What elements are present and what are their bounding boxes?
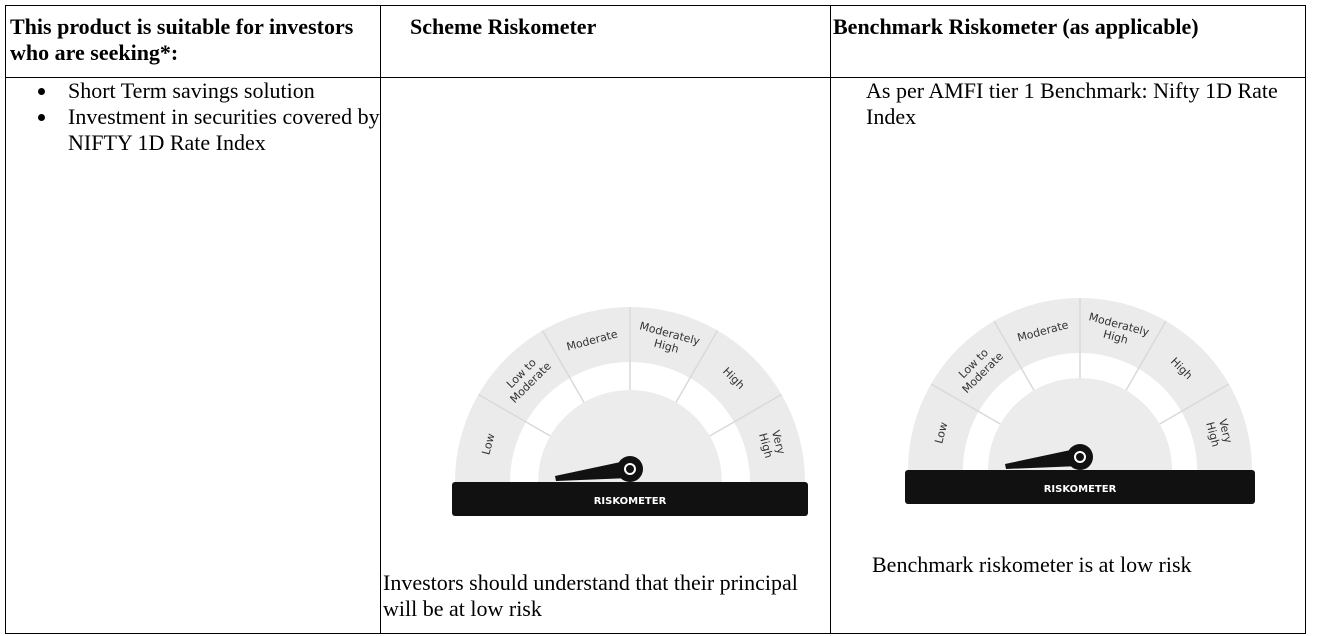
needle-hub-ring [624, 463, 636, 475]
divider [1125, 320, 1167, 391]
segment-label-line: Low [932, 421, 950, 445]
benchmark-note: As per AMFI tier 1 Benchmark: Nifty 1D R… [866, 78, 1278, 129]
bar-label: RISKOMETER [1044, 484, 1117, 495]
divider [930, 383, 1001, 425]
needle [1005, 448, 1080, 469]
caption: Benchmark riskometer is at low risk [872, 552, 1192, 577]
divider [675, 330, 719, 403]
border [5, 633, 1305, 634]
divider [709, 393, 782, 437]
needle-hub [617, 456, 643, 482]
segment-label-line: High [1102, 328, 1130, 347]
hub [988, 378, 1172, 470]
border [5, 5, 6, 634]
caption: Investors should understand that their p… [383, 570, 798, 621]
header-cell: This product is suitable for investors w… [10, 14, 354, 65]
list-item: Short Term savings solution [58, 78, 426, 104]
needle-hub-ring [1074, 451, 1086, 463]
segment-label: VeryHigh [1203, 417, 1235, 448]
bar-label: RISKOMETER [594, 496, 667, 507]
segment-label-line: High [1203, 421, 1222, 449]
divider [478, 393, 551, 437]
needle-hub [1067, 444, 1093, 470]
segment-label-line: High [756, 432, 775, 460]
divider [993, 320, 1035, 391]
border [5, 77, 1305, 78]
border [380, 5, 381, 634]
segment-label-line: Low [479, 432, 497, 456]
header-cell: Scheme Riskometer [410, 14, 597, 39]
segment-label: Low [479, 432, 497, 456]
border [1305, 5, 1306, 634]
segment-label: VeryHigh [756, 428, 788, 459]
divider [541, 330, 585, 403]
bar [905, 470, 1255, 504]
needle [555, 460, 630, 481]
list-item: Investment in securities covered by NIFT… [58, 104, 426, 156]
bar [452, 482, 808, 516]
segment-label-line: Very [769, 429, 788, 456]
border [5, 5, 1305, 6]
header-cell: Benchmark Riskometer (as applicable) [833, 14, 1199, 39]
segment-label: Low [932, 421, 950, 445]
hub [538, 390, 722, 482]
suitability-list: Short Term savings solution Investment i… [10, 78, 426, 156]
segment-label-line: High [652, 337, 680, 356]
border [830, 5, 831, 634]
segment-label-line: Very [1216, 418, 1235, 445]
divider [1159, 383, 1230, 425]
